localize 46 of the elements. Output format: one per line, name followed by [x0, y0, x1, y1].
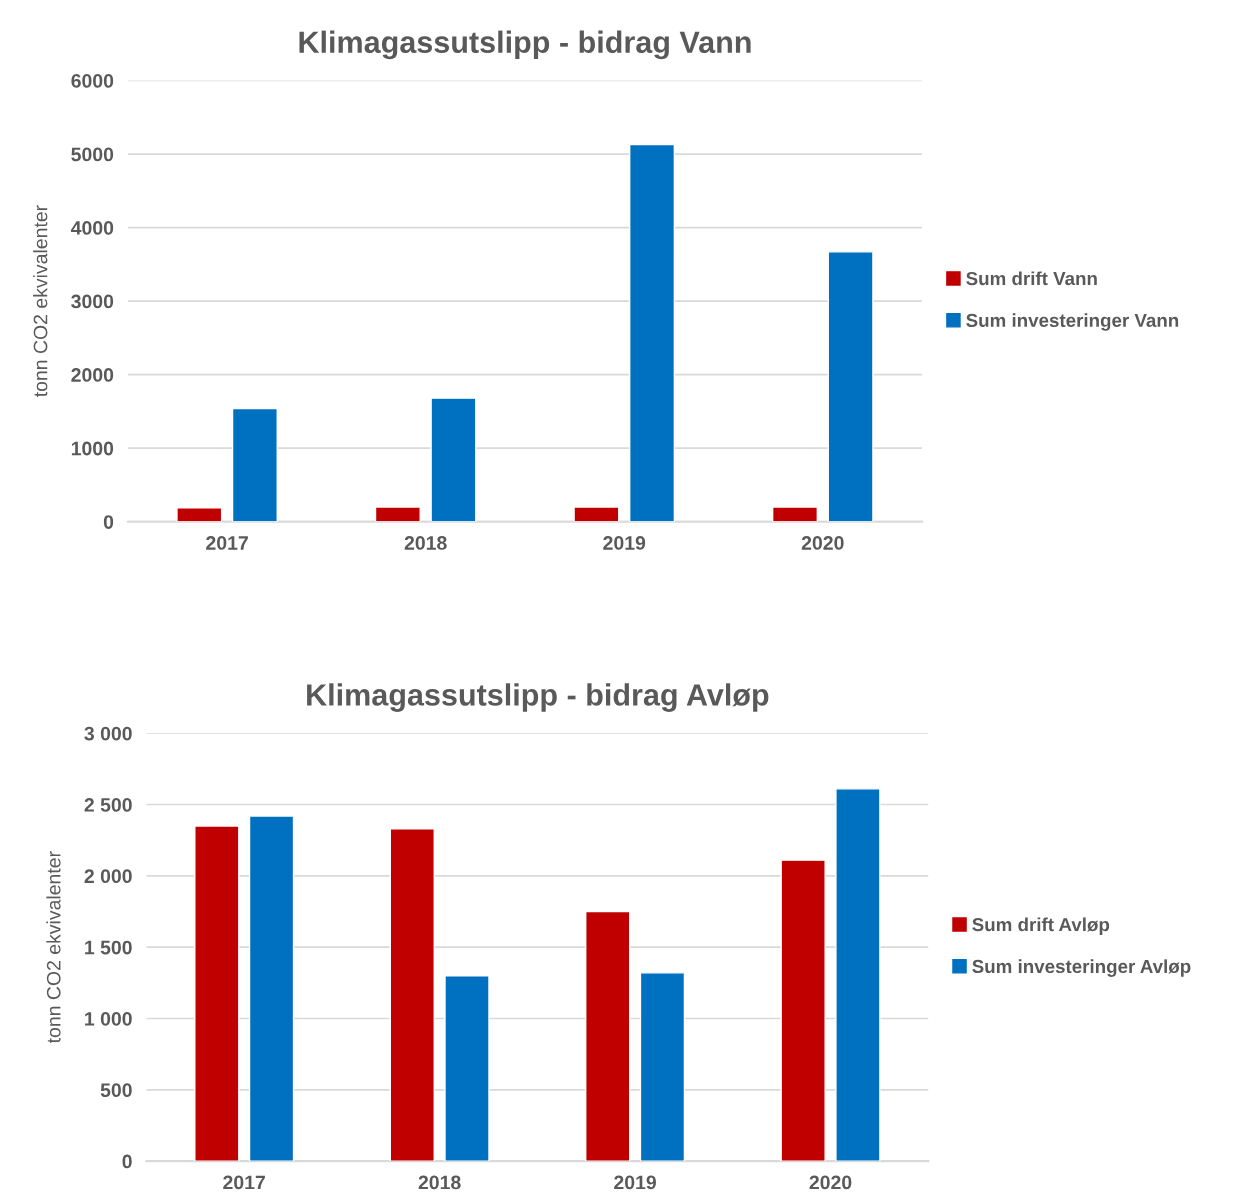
x-tick-label: 2019: [614, 1175, 656, 1190]
bar: [444, 975, 490, 1162]
bar: [771, 506, 819, 522]
bar: [389, 828, 435, 1162]
y-tick-label: 0: [103, 515, 114, 529]
x-tick-label: 2019: [603, 536, 646, 550]
chart-title: Klimagassutslipp - bidrag Avløp: [307, 683, 769, 712]
bar: [231, 407, 278, 522]
bar: [430, 397, 477, 522]
y-tick-label: 500: [100, 1083, 132, 1098]
y-tick-label: 2000: [71, 368, 114, 382]
bar: [628, 143, 676, 522]
y-tick-label: 3 000: [84, 726, 132, 741]
x-tick-label: 2020: [809, 1175, 852, 1190]
legend-label: Sum drift Avløp: [972, 917, 1110, 935]
y-tick-label: 3000: [71, 294, 114, 309]
bar: [827, 251, 874, 522]
legend-label: Sum drift Vann: [966, 271, 1097, 286]
y-tick-label: 1 500: [85, 940, 132, 955]
y-tick-label: 2 500: [84, 798, 132, 812]
legend-label: Sum investeringer Vann: [966, 313, 1179, 331]
x-tick-label: 2018: [404, 536, 447, 550]
y-tick-label: 6000: [71, 74, 114, 88]
y-tick-label: 5000: [71, 147, 114, 162]
bar: [176, 507, 223, 522]
chart-title: Klimagassutslipp - bidrag Vann: [299, 30, 751, 60]
bar: [573, 506, 620, 522]
y-axis-title: tonn CO2 ekvivalenter: [33, 205, 48, 397]
x-tick-label: 2017: [223, 1175, 265, 1190]
x-tick-label: 2017: [206, 536, 248, 550]
bar: [374, 506, 421, 522]
bar: [194, 825, 240, 1162]
bar: [248, 815, 295, 1162]
x-tick-label: 2018: [418, 1175, 461, 1190]
y-tick-label: 4000: [70, 221, 114, 235]
bar: [639, 972, 686, 1162]
y-tick-label: 1000: [71, 441, 114, 456]
y-axis-title: tonn CO2 ekvivalenter: [46, 851, 61, 1044]
bar: [585, 910, 631, 1162]
y-tick-label: 2 000: [84, 869, 132, 884]
legend-label: Sum investeringer Avløp: [972, 959, 1191, 977]
bar: [780, 859, 826, 1162]
bar: [835, 788, 881, 1162]
x-tick-label: 2020: [801, 536, 844, 550]
y-tick-label: 1 000: [85, 1011, 132, 1026]
y-tick-label: 0: [122, 1154, 132, 1169]
